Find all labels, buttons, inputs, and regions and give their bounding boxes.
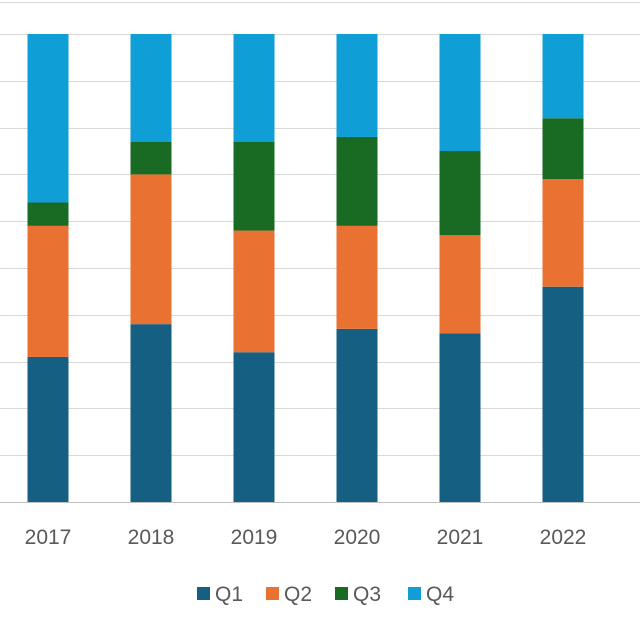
bar-segment-q3-2019 <box>233 141 275 231</box>
bar-segment-q4-2020 <box>336 34 378 137</box>
bar-segment-q1-2022 <box>542 286 584 502</box>
legend-item-q4: Q4 <box>408 583 454 606</box>
legend-swatch <box>266 587 279 600</box>
gridlines <box>0 2 640 503</box>
bar-segment-q2-2017 <box>27 225 69 357</box>
bar-segment-q1-2020 <box>336 328 378 502</box>
x-tick-label: 2017 <box>25 526 72 549</box>
legend-item-q3: Q3 <box>335 583 381 606</box>
bar-segment-q3-2022 <box>542 118 584 180</box>
bar-segment-q3-2018 <box>130 141 172 175</box>
bar-segment-q3-2017 <box>27 202 69 226</box>
x-tick-label: 2018 <box>128 526 175 549</box>
legend-swatch <box>335 587 348 600</box>
bar-segment-q2-2022 <box>542 179 584 287</box>
legend-swatch <box>197 587 210 600</box>
x-tick-label: 2021 <box>437 526 484 549</box>
legend: Q1 Q2 Q3 Q4 <box>197 583 454 606</box>
bar-segment-q2-2020 <box>336 225 378 329</box>
legend-swatch <box>408 587 421 600</box>
x-axis-ticks: 2017201820192020202120222023 <box>25 526 587 549</box>
x-tick-label: 2022 <box>540 526 587 549</box>
bars <box>27 34 584 502</box>
bar-segment-q1-2017 <box>27 356 69 502</box>
bar-segment-q1-2021 <box>439 333 481 502</box>
bar-segment-q2-2021 <box>439 235 481 334</box>
x-tick-label: 2020 <box>334 526 381 549</box>
legend-label: Q3 <box>353 583 381 606</box>
legend-label: Q2 <box>284 583 312 606</box>
bar-segment-q3-2020 <box>336 136 378 226</box>
x-tick-label: 2019 <box>231 526 278 549</box>
legend-item-q1: Q1 <box>197 583 243 606</box>
bar-segment-q4-2022 <box>542 34 584 119</box>
bar-segment-q4-2019 <box>233 34 275 142</box>
bar-segment-q3-2021 <box>439 151 481 236</box>
bar-segment-q2-2018 <box>130 174 172 325</box>
bar-segment-q1-2018 <box>130 324 172 502</box>
bar-segment-q4-2021 <box>439 34 481 151</box>
bar-segment-q4-2018 <box>130 34 172 142</box>
bar-segment-q2-2019 <box>233 230 275 353</box>
legend-label: Q1 <box>215 583 243 606</box>
bar-segment-q1-2019 <box>233 352 275 502</box>
legend-label: Q4 <box>426 583 454 606</box>
legend-item-q2: Q2 <box>266 583 312 606</box>
bar-segment-q4-2017 <box>27 34 69 203</box>
